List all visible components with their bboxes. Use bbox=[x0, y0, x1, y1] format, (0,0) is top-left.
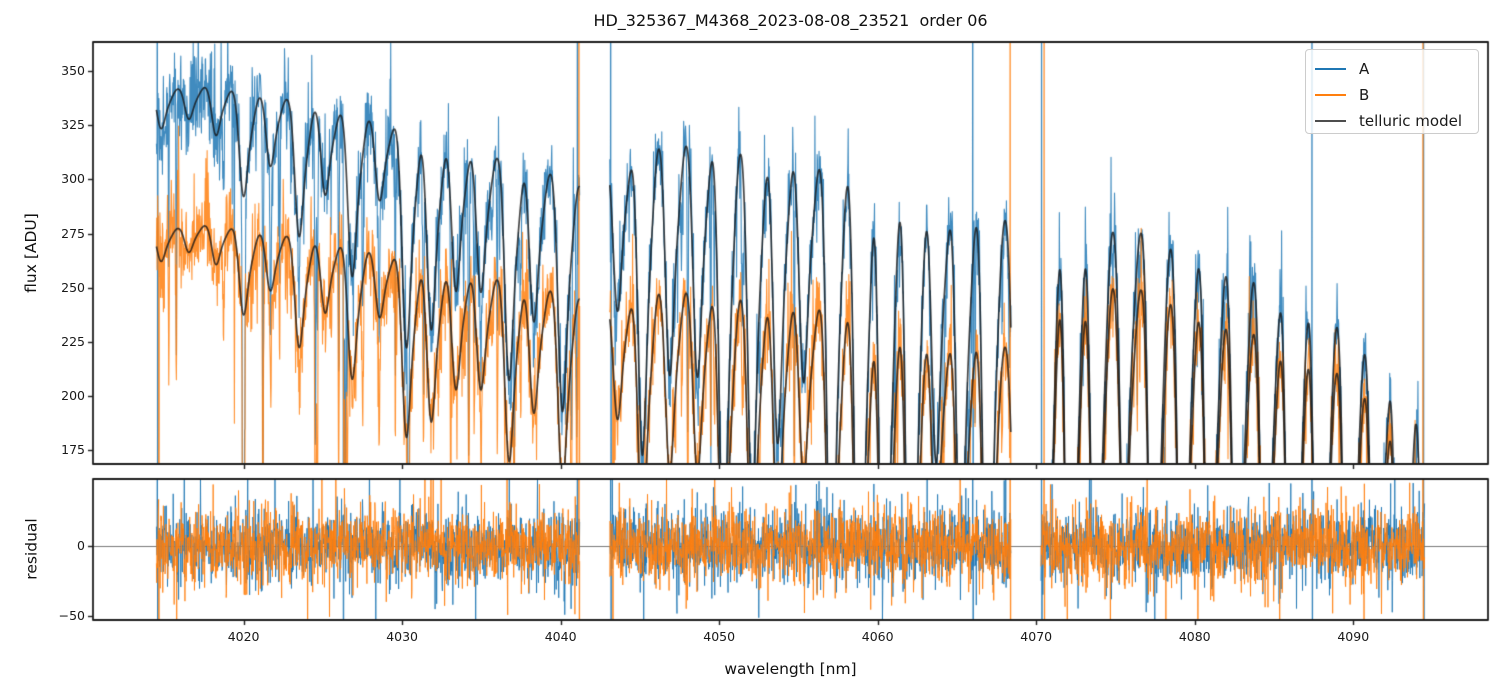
x-tick-label: 4040 bbox=[544, 629, 577, 644]
x-tick-label: 4020 bbox=[227, 629, 260, 644]
legend-item-a: A bbox=[1306, 56, 1478, 82]
legend-swatch-icon bbox=[1315, 120, 1346, 122]
x-tick-label: 4060 bbox=[861, 629, 894, 644]
legend-swatch-icon bbox=[1315, 94, 1346, 96]
chart-title: HD_325367_M4368_2023-08-08_23521 order 0… bbox=[593, 11, 988, 30]
y-tick-label-flux: 175 bbox=[61, 441, 85, 457]
y-tick-label-residual: 0 bbox=[77, 538, 85, 554]
y-tick-label-flux: 225 bbox=[61, 333, 85, 349]
x-tick-label: 4030 bbox=[386, 629, 419, 644]
y-tick-label-flux: 325 bbox=[61, 117, 85, 133]
legend-item-telluric-model: telluric model bbox=[1306, 108, 1478, 134]
y-tick-label-flux: 350 bbox=[61, 63, 85, 79]
y-tick-label-flux: 275 bbox=[61, 225, 85, 241]
y-tick-label-flux: 300 bbox=[61, 171, 85, 187]
legend-label: B bbox=[1359, 86, 1370, 104]
y-tick-label-residual: −50 bbox=[58, 607, 85, 623]
legend-label: telluric model bbox=[1359, 112, 1463, 130]
x-tick-label: 4080 bbox=[1178, 629, 1211, 644]
legend-item-b: B bbox=[1306, 82, 1478, 108]
wavelength-axis-label: wavelength [nm] bbox=[724, 660, 857, 678]
x-tick-label: 4070 bbox=[1020, 629, 1053, 644]
legend-swatch-icon bbox=[1315, 68, 1346, 70]
y-tick-label-flux: 250 bbox=[61, 279, 85, 295]
x-tick-label: 4050 bbox=[703, 629, 736, 644]
y-tick-label-flux: 200 bbox=[61, 387, 85, 403]
legend-label: A bbox=[1359, 60, 1370, 78]
x-tick-label: 4090 bbox=[1337, 629, 1370, 644]
